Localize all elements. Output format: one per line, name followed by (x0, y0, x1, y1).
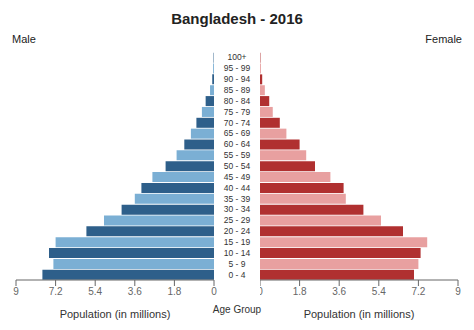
svg-text:35 - 39: 35 - 39 (224, 194, 251, 204)
html-text:Male: Male (12, 33, 36, 45)
svg-text:5.4: 5.4 (372, 286, 386, 297)
svg-text:9: 9 (13, 286, 19, 297)
svg-text:80 - 84: 80 - 84 (224, 96, 251, 106)
svg-text:10 - 14: 10 - 14 (224, 248, 251, 258)
svg-text:0: 0 (211, 286, 217, 297)
svg-text:20 - 24: 20 - 24 (224, 226, 251, 236)
svg-text:25 - 29: 25 - 29 (224, 215, 251, 225)
svg-text:0 - 4: 0 - 4 (228, 270, 245, 280)
svg-text:90 - 94: 90 - 94 (224, 74, 251, 84)
svg-text:Population (in millions): Population (in millions) (304, 308, 415, 320)
svg-text:85 - 89: 85 - 89 (224, 85, 251, 95)
svg-text:3.6: 3.6 (332, 286, 346, 297)
svg-text:5 - 9: 5 - 9 (228, 259, 245, 269)
svg-text:3.6: 3.6 (128, 286, 142, 297)
svg-text:45 - 49: 45 - 49 (224, 172, 251, 182)
svg-text:95 - 99: 95 - 99 (224, 63, 251, 73)
svg-text:9: 9 (455, 286, 461, 297)
svg-text:7.2: 7.2 (49, 286, 63, 297)
svg-text:100+: 100+ (227, 52, 246, 62)
svg-text:70 - 74: 70 - 74 (224, 118, 251, 128)
svg-text:65 - 69: 65 - 69 (224, 128, 251, 138)
svg-text:Population (in millions): Population (in millions) (60, 308, 171, 320)
svg-text:60 - 64: 60 - 64 (224, 139, 251, 149)
svg-text:1.8: 1.8 (293, 286, 307, 297)
html-text:Female: Female (425, 33, 462, 45)
html-text:Age Group: Age Group (212, 304, 262, 315)
svg-text:1.8: 1.8 (167, 286, 181, 297)
html-text:Bangladesh - 2016: Bangladesh - 2016 (171, 10, 303, 27)
svg-text:75 - 79: 75 - 79 (224, 107, 251, 117)
svg-text:30 - 34: 30 - 34 (224, 204, 251, 214)
svg-text:7.2: 7.2 (411, 286, 425, 297)
svg-text:55 - 59: 55 - 59 (224, 150, 251, 160)
svg-text:50 - 54: 50 - 54 (224, 161, 251, 171)
svg-text:40 - 44: 40 - 44 (224, 183, 251, 193)
svg-text:0: 0 (260, 286, 263, 297)
svg-text:15 - 19: 15 - 19 (224, 237, 251, 247)
svg-text:5.4: 5.4 (88, 286, 102, 297)
